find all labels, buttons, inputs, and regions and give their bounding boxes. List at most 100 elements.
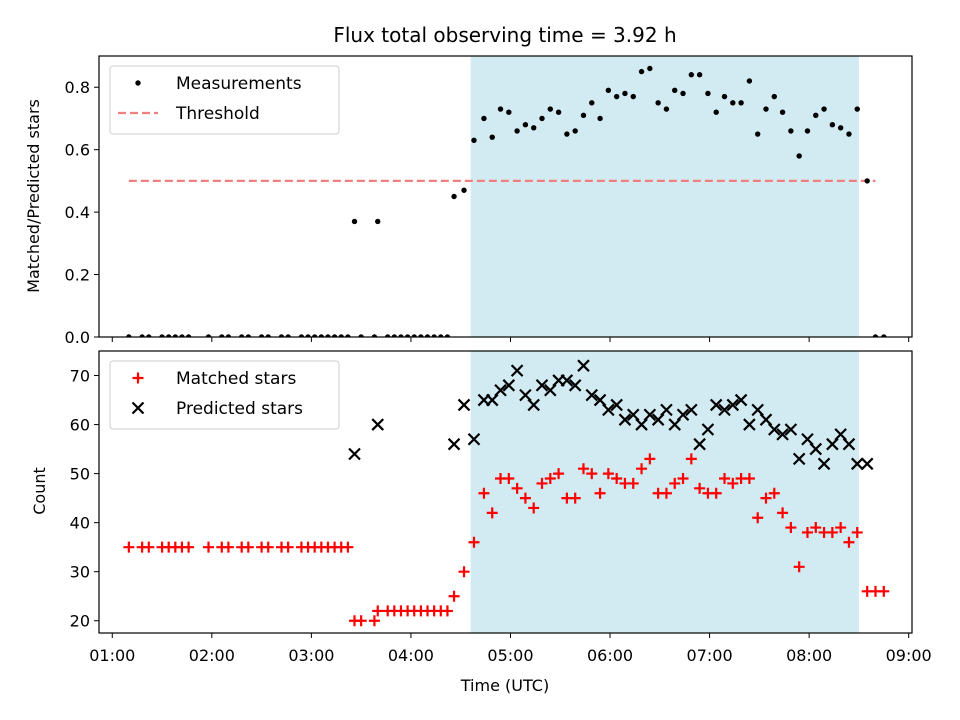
data-point (810, 522, 822, 534)
data-point (705, 90, 711, 97)
data-point (497, 106, 504, 112)
data-point (669, 477, 681, 489)
y-tick-label: 40 (70, 514, 90, 533)
legend-box (109, 360, 340, 430)
y-tick-label: 0.4 (65, 203, 90, 222)
data-point (342, 541, 354, 553)
chart-title: Flux total observing time = 3.92 h (333, 23, 676, 47)
data-point (696, 72, 703, 78)
data-point (785, 522, 797, 534)
x-tick-label: 02:00 (189, 646, 235, 665)
series-matched-stars (123, 453, 890, 627)
data-point (146, 334, 152, 337)
data-point (577, 463, 589, 475)
data-point (618, 413, 632, 426)
data-point (165, 334, 172, 337)
data-point (779, 109, 786, 115)
data-point (821, 106, 827, 112)
data-point (219, 334, 225, 337)
data-point (471, 137, 477, 143)
data-point (527, 398, 540, 412)
data-point (372, 605, 384, 617)
data-point (710, 487, 722, 499)
data-point (569, 492, 581, 504)
data-point (185, 334, 192, 337)
data-point (503, 473, 515, 485)
data-point (242, 541, 254, 553)
data-point (837, 125, 844, 131)
data-point (368, 615, 380, 627)
data-point (719, 473, 731, 485)
x-axis-label: Time (UTC) (460, 676, 549, 695)
data-point (585, 388, 599, 402)
data-point (282, 541, 294, 553)
data-point (514, 128, 520, 134)
data-point (851, 526, 863, 538)
data-point (398, 334, 404, 337)
data-point (771, 93, 777, 100)
data-point (643, 408, 657, 422)
data-point (404, 334, 411, 337)
data-point (502, 379, 516, 392)
data-point (743, 473, 755, 485)
data-point (878, 585, 890, 597)
data-point (238, 334, 245, 337)
data-point (143, 541, 155, 553)
data-point (672, 87, 678, 94)
observing-span (470, 351, 859, 633)
axes-frame (98, 55, 913, 338)
data-point (531, 125, 537, 131)
data-point (630, 93, 636, 100)
data-point (677, 473, 689, 485)
data-point (375, 218, 381, 225)
data-point (760, 492, 772, 504)
plot-area (126, 56, 887, 337)
data-point (788, 128, 794, 134)
data-point (817, 457, 831, 471)
data-point (371, 334, 378, 337)
series-predicted-stars (348, 359, 874, 471)
x-tick-label: 07:00 (687, 646, 733, 665)
data-point (713, 109, 719, 115)
data-point (743, 418, 756, 431)
data-point (511, 482, 523, 494)
data-point (535, 379, 549, 392)
data-point (355, 615, 367, 627)
data-point (564, 131, 570, 137)
data-point (351, 218, 358, 225)
data-point (602, 468, 614, 480)
data-point (580, 112, 587, 119)
data-point (560, 374, 574, 387)
data-point (801, 526, 813, 538)
data-point (539, 115, 545, 122)
data-point (486, 507, 498, 519)
data-point (693, 437, 706, 451)
data-point (718, 403, 731, 417)
data-point (872, 334, 879, 337)
data-point (418, 334, 424, 337)
data-point (610, 398, 623, 412)
data-point (663, 106, 670, 112)
data-point (685, 453, 697, 465)
data-point (139, 334, 145, 337)
y-tick-label: 0.6 (65, 141, 90, 160)
data-point (305, 334, 311, 337)
data-point (536, 477, 548, 489)
legend-label: Matched stars (176, 369, 296, 389)
data-point (602, 403, 615, 417)
data-point (358, 334, 364, 337)
data-point (730, 100, 736, 106)
data-point (245, 334, 252, 337)
data-point (424, 334, 431, 337)
y-tick-label: 70 (70, 367, 90, 386)
data-point (660, 403, 673, 417)
x-tick-label: 08:00 (786, 646, 832, 665)
data-point (726, 398, 740, 412)
data-point (345, 334, 351, 337)
data-point (660, 487, 672, 499)
data-point (311, 334, 318, 337)
data-point (613, 93, 620, 100)
data-point (738, 100, 744, 106)
x-tick-label: 01:00 (89, 646, 135, 665)
